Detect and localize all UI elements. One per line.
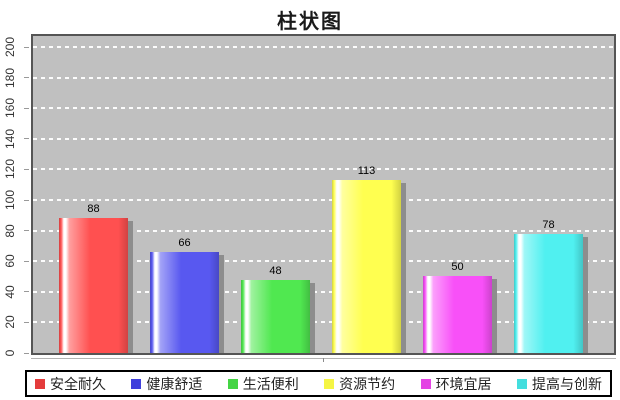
bar-生活便利[interactable]: [241, 280, 310, 353]
legend-item-健康舒适[interactable]: 健康舒适: [131, 374, 202, 394]
gridline: [33, 107, 614, 110]
legend-item-环境宜居[interactable]: 环境宜居: [420, 374, 492, 394]
bar-value-label: 78: [542, 219, 555, 231]
legend-label: 提高与创新: [531, 375, 602, 392]
y-tick-label: 200: [3, 36, 17, 58]
y-tick-mark: [24, 46, 29, 48]
y-tick-label: 80: [3, 223, 17, 238]
y-tick-label: 0: [3, 349, 17, 357]
bar-value-label: 48: [269, 265, 282, 277]
legend-swatch: [324, 378, 335, 389]
bar-安全耐久[interactable]: [59, 218, 128, 353]
y-tick-mark: [24, 199, 29, 201]
y-tick-mark: [24, 260, 29, 262]
chart-title: 柱状图: [277, 11, 343, 33]
legend-item-提高与创新[interactable]: 提高与创新: [516, 374, 602, 394]
y-tick-label: 160: [3, 98, 17, 119]
y-tick-mark: [24, 291, 29, 293]
legend-swatch: [420, 378, 431, 389]
y-tick-mark: [24, 230, 29, 232]
bar-环境宜居[interactable]: [423, 276, 492, 353]
y-tick-label: 180: [3, 67, 17, 88]
legend-label: 资源节约: [339, 375, 396, 392]
gridline: [33, 290, 614, 293]
plot-area: 88 66 48 113 50 78: [31, 34, 616, 355]
gridline: [33, 321, 614, 324]
legend-item-安全耐久[interactable]: 安全耐久: [35, 374, 106, 394]
legend-label: 安全耐久: [50, 375, 106, 392]
y-tick-mark: [24, 107, 29, 109]
bar-资源节约[interactable]: [332, 180, 401, 353]
y-tick-label: 40: [3, 285, 17, 299]
legend-item-生活便利[interactable]: 生活便利: [227, 374, 299, 394]
legend-swatch: [131, 378, 142, 389]
legend-label: 生活便利: [242, 375, 299, 392]
x-axis-tick: [323, 358, 324, 362]
gridline: [33, 168, 614, 171]
y-tick-label: 20: [3, 315, 17, 330]
legend-label: 环境宜居: [435, 375, 492, 392]
bar-value-label: 113: [357, 165, 376, 177]
y-tick-label: 140: [3, 128, 17, 149]
y-tick-mark: [24, 77, 29, 79]
bar-value-label: 66: [178, 237, 191, 249]
bar-健康舒适[interactable]: [150, 252, 219, 353]
bar-提高与创新[interactable]: [514, 234, 583, 353]
gridline: [33, 199, 614, 201]
y-tick-mark: [24, 168, 29, 170]
y-tick-mark: [24, 138, 29, 140]
gridline: [33, 76, 614, 79]
y-tick-label: 100: [3, 189, 17, 211]
bar-value-label: 88: [87, 203, 100, 215]
legend-swatch: [227, 378, 238, 389]
gridline: [33, 260, 614, 263]
bar-value-label: 50: [451, 261, 464, 273]
y-tick-mark: [24, 321, 29, 323]
legend: 安全耐久 健康舒适 生活便利 资源节约 环境宜居 提高与创新: [25, 370, 612, 397]
gridline: [33, 137, 614, 140]
y-tick-label: 120: [3, 159, 17, 180]
legend-swatch: [516, 378, 527, 389]
y-tick-mark: [24, 352, 29, 354]
gridline: [33, 229, 614, 232]
legend-item-资源节约[interactable]: 资源节约: [324, 374, 395, 394]
legend-label: 健康舒适: [146, 375, 203, 392]
gridline: [33, 46, 614, 48]
legend-swatch: [35, 378, 45, 389]
y-tick-label: 60: [3, 254, 17, 268]
